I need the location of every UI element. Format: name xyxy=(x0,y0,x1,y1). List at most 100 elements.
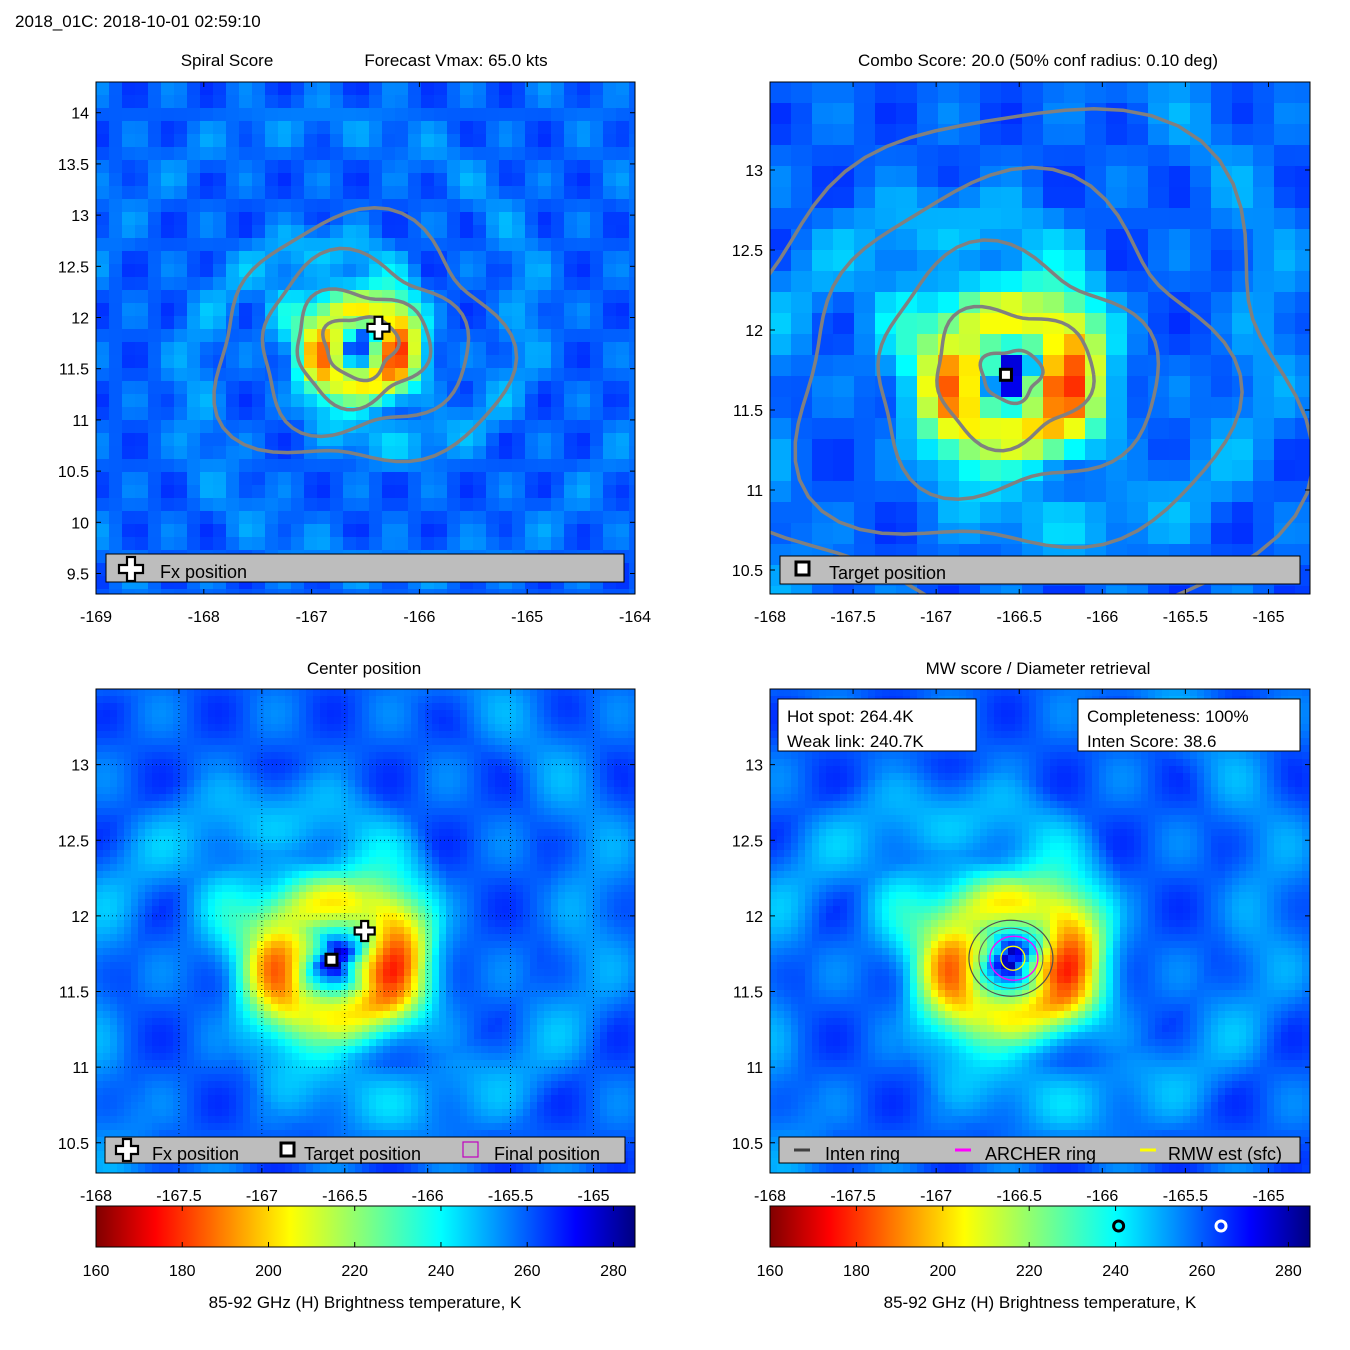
heat-cell xyxy=(390,913,398,921)
heat-cell xyxy=(265,225,279,239)
heat-cell xyxy=(173,864,181,872)
heat-cell xyxy=(180,822,188,830)
heat-cell xyxy=(411,878,419,886)
heat-cell xyxy=(558,850,566,858)
heat-cell xyxy=(250,878,258,886)
heat-cell xyxy=(538,160,552,174)
heat-cell xyxy=(395,264,409,278)
heat-cell xyxy=(187,766,195,774)
heat-cell xyxy=(538,472,552,486)
heat-cell xyxy=(174,433,188,447)
heat-cell xyxy=(917,103,939,125)
heat-cell xyxy=(537,731,545,739)
heat-cell xyxy=(382,446,396,460)
heat-cell xyxy=(222,815,230,823)
score-contour xyxy=(260,246,471,439)
heat-cell xyxy=(558,906,566,914)
heat-cell xyxy=(551,731,559,739)
heat-cell xyxy=(791,586,813,594)
heat-cell xyxy=(434,134,448,148)
heat-cell xyxy=(135,147,149,161)
heat-cell xyxy=(629,433,635,447)
heat-cell xyxy=(348,871,356,879)
heat-cell xyxy=(117,850,125,858)
heat-cell xyxy=(306,808,314,816)
heat-cell xyxy=(131,724,139,732)
heat-cell xyxy=(161,264,175,278)
heat-cell xyxy=(421,433,435,447)
heat-cell xyxy=(516,745,524,753)
heat-cell xyxy=(486,485,500,499)
heat-cell xyxy=(96,394,110,408)
heat-cell xyxy=(376,815,384,823)
y-tick-label: 13 xyxy=(745,163,763,180)
heat-cell xyxy=(488,829,496,837)
heat-cell xyxy=(264,794,272,802)
heat-cell xyxy=(356,186,370,200)
heat-cell xyxy=(404,829,412,837)
heat-cell xyxy=(502,871,510,879)
heat-cell xyxy=(265,472,279,486)
heat-cell xyxy=(628,801,635,809)
heat-cell xyxy=(577,407,591,421)
heat-cell xyxy=(330,108,344,122)
heat-cell xyxy=(621,822,629,830)
heat-cell xyxy=(96,446,110,460)
heat-cell xyxy=(525,420,539,434)
heat-cell xyxy=(194,906,202,914)
heat-cell xyxy=(460,808,468,816)
heat-cell xyxy=(124,843,132,851)
heat-cell xyxy=(135,368,149,382)
heat-cell xyxy=(446,843,454,851)
heat-cell xyxy=(239,121,253,135)
heat-cell xyxy=(200,472,214,486)
fx-position-legend-icon xyxy=(117,555,145,583)
heat-cell xyxy=(109,446,123,460)
heat-cell xyxy=(215,724,223,732)
heat-cell xyxy=(980,313,1002,335)
heat-cell xyxy=(538,199,552,213)
heat-cell xyxy=(161,225,175,239)
heat-cell xyxy=(166,752,174,760)
heat-cell xyxy=(525,82,539,96)
heat-cell xyxy=(348,710,356,718)
heat-cell xyxy=(313,808,321,816)
heat-cell xyxy=(173,703,181,711)
heat-cell xyxy=(257,864,265,872)
heat-cell xyxy=(222,913,230,921)
heat-cell xyxy=(122,277,136,291)
heat-cell xyxy=(369,290,383,304)
heat-cell xyxy=(355,913,363,921)
heat-cell xyxy=(453,759,461,767)
heat-cell xyxy=(875,250,897,272)
heat-cell xyxy=(187,316,201,330)
heat-cell xyxy=(271,787,279,795)
heat-cell xyxy=(486,251,500,265)
heat-cell xyxy=(376,857,384,865)
heat-cell xyxy=(590,95,604,109)
heat-cell xyxy=(285,906,293,914)
heat-cell xyxy=(152,864,160,872)
heat-cell xyxy=(425,899,433,907)
heat-cell xyxy=(236,864,244,872)
heat-cell xyxy=(460,537,474,551)
heat-cell xyxy=(208,717,216,725)
heat-cell xyxy=(607,717,615,725)
heat-cell xyxy=(110,794,118,802)
heat-cell xyxy=(250,857,258,865)
heat-cell xyxy=(586,836,594,844)
heat-cell xyxy=(334,710,342,718)
heat-cell xyxy=(117,703,125,711)
heat-cell xyxy=(854,481,876,503)
heat-cell xyxy=(152,843,160,851)
heat-cell xyxy=(96,264,110,278)
heat-cell xyxy=(488,836,496,844)
heat-cell xyxy=(317,524,331,538)
heat-cell xyxy=(173,892,181,900)
heat-cell xyxy=(355,759,363,767)
heat-cell xyxy=(173,906,181,914)
heat-cell xyxy=(306,906,314,914)
figure-title: 2018_01C: 2018-10-01 02:59:10 xyxy=(15,12,261,31)
heat-cell xyxy=(304,407,318,421)
heat-cell xyxy=(103,801,111,809)
